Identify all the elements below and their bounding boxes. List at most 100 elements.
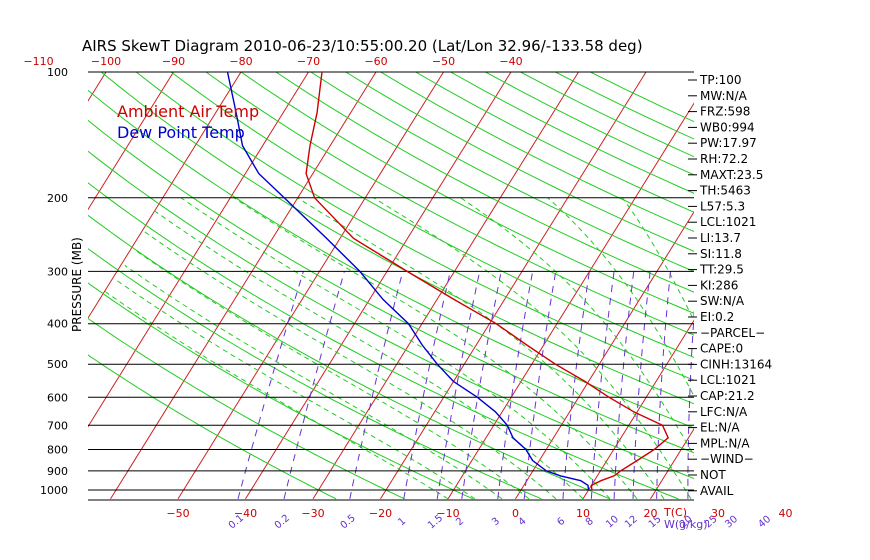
stability-index-item: TH:5463 (699, 184, 751, 198)
dry-adiabat-line (88, 248, 542, 500)
y-axis-label: PRESSURE (MB) (70, 237, 84, 332)
stability-index-item: MW:N/A (700, 89, 748, 103)
mixing-ratio-tick-label: 6 (555, 516, 567, 529)
chart-title: AIRS SkewT Diagram 2010-06-23/10:55:00.2… (82, 37, 643, 55)
isotherm-line (582, 319, 694, 500)
stability-index-item: KI:286 (700, 278, 738, 292)
top-temp-tick-label: −50 (432, 55, 455, 68)
dry-adiabat-line (88, 354, 337, 500)
stability-index-item: EL:N/A (700, 421, 740, 435)
dry-adiabat-line (88, 119, 694, 454)
isotherm-line (853, 72, 870, 499)
isotherm-line (0, 72, 39, 499)
mixing-ratio-tick-label: 8 (584, 516, 596, 529)
mixing-ratio-line (436, 271, 481, 499)
pressure-tick-label: 300 (47, 265, 68, 278)
mixing-ratio-tick-label: 40 (756, 514, 773, 531)
mixing-ratio-line (632, 271, 651, 499)
mixing-ratio-unit-label: W(g/kg) (664, 518, 708, 531)
dry-adiabat-line (275, 72, 694, 293)
stability-index-item: −PARCEL− (700, 326, 765, 340)
mixing-ratio-tick-label: 30 (723, 514, 740, 531)
mixing-ratio-tick-label: 12 (623, 514, 640, 531)
isotherm-line (245, 72, 512, 500)
top-temp-tick-label: −70 (297, 55, 320, 68)
bottom-temp-tick-label: −20 (369, 507, 392, 520)
bottom-temp-tick-label: 40 (779, 507, 793, 520)
mixing-ratio-line (523, 271, 557, 499)
dry-adiabat-line (88, 214, 610, 500)
moist-adiabat-line (180, 197, 611, 500)
pressure-tick-label: 1000 (40, 484, 68, 497)
stability-index-item: TT:29.5 (699, 263, 744, 277)
isotherm-line (650, 428, 694, 500)
dry-adiabat-line (310, 72, 694, 272)
stability-index-item: SI:11.8 (700, 247, 742, 261)
dry-adiabat-line (170, 72, 694, 358)
dry-adiabat-line (205, 72, 694, 336)
profile-lines (226, 72, 670, 491)
temp-unit-label: T(C) (663, 506, 687, 519)
moist-adiabat-line (154, 210, 584, 500)
dry-adiabat-line (88, 317, 405, 500)
top-temp-tick-label: −40 (499, 55, 522, 68)
mixing-ratio-line (656, 271, 671, 499)
mixing-ratio-line (237, 271, 304, 500)
legend-dew-point-temp: Dew Point Temp (117, 123, 245, 142)
mixing-ratio-line (283, 271, 345, 500)
dry-adiabat-line (345, 72, 694, 252)
moist-adiabat-line (143, 230, 557, 500)
stability-index-item: −WIND− (700, 452, 754, 466)
mixing-ratio-line (403, 271, 451, 499)
stability-index-item: LFC:N/A (700, 405, 748, 419)
isobar-lines (88, 71, 694, 501)
moist-adiabat-line (373, 197, 692, 500)
isotherm-line (380, 72, 647, 500)
pressure-tick-label: 500 (47, 358, 68, 371)
isotherm-line (88, 72, 242, 319)
mixing-ratio-tick-label: 4 (517, 516, 529, 529)
grid-lines (0, 72, 870, 500)
dew-point-temp-line (226, 72, 590, 491)
moist-adiabat-line (233, 197, 638, 500)
top-temp-tick-label: −100 (91, 55, 121, 68)
dry-adiabat-line (100, 72, 694, 405)
dry-adiabat-line (88, 89, 694, 429)
pressure-tick-label: 600 (47, 391, 68, 404)
dry-adiabat-line (380, 72, 694, 233)
top-temp-tick-label: −90 (162, 55, 185, 68)
stability-index-item: FRZ:598 (700, 105, 750, 119)
stability-index-item: PW:17.97 (700, 136, 757, 150)
mixing-ratio-tick-label: 2 (454, 516, 466, 529)
mixing-ratio-line (763, 271, 767, 499)
stability-index-item: L57:5.3 (700, 199, 745, 213)
dry-adiabat-line (88, 150, 694, 480)
mixing-ratio-tick-label: 0.2 (273, 513, 292, 532)
stability-index-item: NOT (700, 468, 726, 482)
mixing-ratio-tick-label: 10 (604, 514, 621, 531)
stability-index-item: CAP:21.2 (700, 389, 755, 403)
bottom-temp-tick-label: 10 (576, 507, 590, 520)
stability-index-item: CAPE:0 (700, 342, 743, 356)
dry-adiabat-line (415, 72, 694, 213)
dry-adiabat-line (135, 72, 694, 381)
stability-index-item: CINH:13164 (700, 357, 772, 371)
stability-index-item: LCL:1021 (700, 215, 756, 229)
mixing-ratio-tick-label: 0.5 (339, 513, 358, 532)
mixing-ratio-line (349, 271, 404, 500)
moist-adiabat-line (133, 248, 530, 500)
pressure-tick-label: 400 (47, 318, 68, 331)
bottom-temp-tick-label: −40 (234, 507, 257, 520)
isotherm-line (177, 72, 444, 500)
stability-index-item: TP:100 (699, 73, 742, 87)
top-temp-tick-label: −60 (364, 55, 387, 68)
pressure-tick-label: 100 (47, 66, 68, 79)
mixing-ratio-line (461, 271, 502, 499)
stability-index-item: AVAIL (700, 484, 734, 498)
bottom-temp-tick-label: −50 (166, 507, 189, 520)
bottom-temp-tick-label: −30 (301, 507, 324, 520)
stability-index-item: MAXT:23.5 (700, 168, 763, 182)
